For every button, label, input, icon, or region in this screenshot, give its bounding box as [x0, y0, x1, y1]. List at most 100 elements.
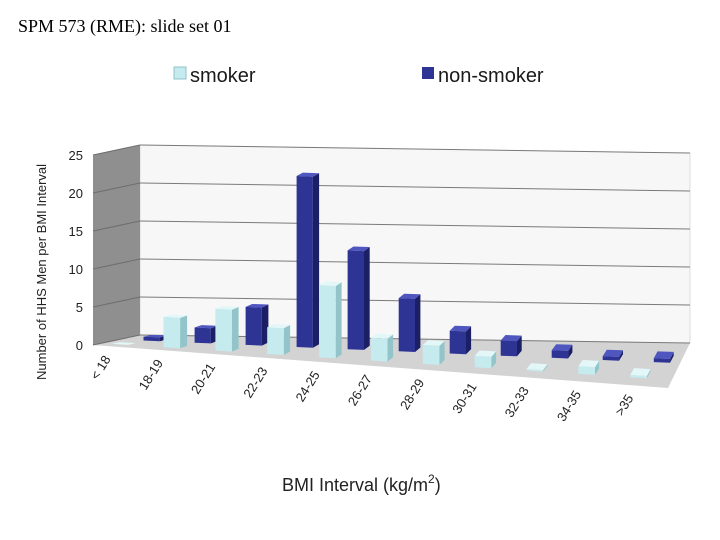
bar-non-smoker-top [449, 325, 472, 332]
bar-smoker [319, 281, 342, 359]
bar-smoker-top [215, 306, 239, 310]
gridline-side [92, 182, 141, 194]
bar-non-smoker [602, 349, 623, 361]
bar-smoker-front [215, 308, 232, 352]
legend-label-smoker: smoker [190, 65, 256, 87]
bar-smoker [422, 340, 445, 365]
x-tick-label: 32-33 [502, 384, 532, 420]
gridline-side [92, 258, 141, 270]
bar-non-smoker-side [364, 247, 370, 350]
bar-smoker-front [578, 366, 595, 375]
y-tick-label: 10 [69, 262, 83, 277]
x-axis-title-end: ) [435, 475, 441, 495]
bar-smoker-side [387, 334, 394, 362]
bar-smoker-top [319, 281, 342, 287]
gridline [139, 144, 691, 154]
bar-non-smoker-top [245, 304, 269, 308]
bar-smoker-side [283, 324, 291, 355]
bar-smoker [215, 306, 239, 352]
bar-non-smoker [449, 325, 472, 355]
bar-non-smoker-front [500, 340, 517, 357]
bar-non-smoker-side [619, 350, 623, 361]
x-tick-label: 20-21 [188, 360, 218, 396]
gridline-side [92, 220, 141, 232]
bar-non-smoker-front [194, 327, 211, 344]
bar-smoker-side [231, 306, 239, 352]
bar-smoker [578, 360, 600, 375]
bar-non-smoker-front [449, 330, 466, 355]
bar-non-smoker-top [194, 325, 218, 329]
bar-non-smoker-top [398, 293, 421, 299]
bar-smoker-front [630, 374, 647, 379]
bar-smoker-front [319, 285, 336, 359]
bar-smoker-side [543, 364, 548, 372]
bar-smoker [267, 324, 291, 355]
bar-non-smoker-top [602, 349, 623, 357]
bar-smoker [526, 363, 548, 372]
bar-smoker-top [630, 368, 651, 376]
bar-non-smoker-side [415, 294, 421, 352]
legend: smoker non-smoker [173, 65, 544, 87]
x-tick-label: 30-31 [449, 380, 479, 416]
bar-non-smoker-side [670, 351, 674, 363]
bar-non-smoker-front [398, 298, 415, 352]
gridline-side [92, 334, 141, 346]
bar-smoker [474, 350, 497, 369]
legend-swatch-smoker [173, 66, 187, 80]
bar-non-smoker-side [312, 173, 320, 348]
bar-smoker-top [370, 333, 394, 339]
bar-smoker-top [267, 324, 291, 329]
bar-non-smoker-front [296, 176, 313, 348]
bar-smoker-top [578, 360, 600, 368]
bar-smoker-top [474, 350, 497, 357]
bar-smoker-top [422, 340, 445, 346]
bar-smoker [370, 333, 394, 362]
bar-non-smoker-top [551, 344, 573, 351]
bar-smoker [163, 314, 188, 349]
bar-non-smoker [398, 293, 421, 352]
bar-non-smoker-top [143, 334, 168, 338]
bar-non-smoker-front [653, 358, 671, 363]
bar-smoker-front [163, 316, 181, 349]
y-tick-label: 20 [69, 186, 83, 201]
x-axis-title-superscript: 2 [428, 472, 435, 486]
slide-header: SPM 573 (RME): slide set 01 [18, 16, 232, 36]
bar-non-smoker-front [551, 350, 569, 359]
bar-smoker-side [439, 341, 445, 365]
bar-smoker-side [646, 369, 651, 379]
y-tick-label: 5 [76, 300, 83, 315]
bar-smoker-side [595, 360, 600, 375]
bar-non-smoker [347, 246, 370, 350]
bar-non-smoker-front [143, 336, 160, 342]
y-axis-ticks: 0 5 10 15 20 25 [69, 148, 83, 353]
bar-non-smoker [194, 325, 218, 344]
x-tick-label: 18-19 [136, 357, 166, 393]
bar-smoker-front [474, 355, 492, 369]
x-tick-label: 28-29 [397, 376, 427, 412]
bar-smoker-top [111, 342, 136, 345]
y-tick-label: 15 [69, 224, 83, 239]
gridline [139, 182, 691, 192]
x-tick-label: >35 [612, 392, 636, 419]
y-tick-label: 0 [76, 338, 83, 353]
bar-non-smoker [653, 351, 674, 363]
bar-non-smoker-side [261, 304, 269, 346]
floor [93, 335, 690, 388]
bar-non-smoker-front [245, 306, 262, 346]
bar-non-smoker [296, 172, 320, 348]
bar-non-smoker-side [466, 326, 472, 355]
bar-non-smoker [551, 344, 573, 359]
x-axis-title: BMI Interval (kg/m2) [282, 472, 441, 495]
bar-smoker-top [163, 314, 188, 318]
y-axis-title: Number of HHS Men per BMI Interval [34, 164, 49, 380]
bar-non-smoker [245, 304, 269, 346]
bar-non-smoker-side [517, 335, 522, 357]
bar-non-smoker-side [568, 344, 573, 359]
bar-non-smoker-top [296, 172, 320, 177]
bar-non-smoker-top [500, 335, 522, 342]
bar-smoker-front [267, 327, 284, 355]
x-tick-label: 34-35 [554, 388, 584, 424]
gridline [139, 258, 691, 268]
bar-non-smoker [500, 335, 522, 357]
